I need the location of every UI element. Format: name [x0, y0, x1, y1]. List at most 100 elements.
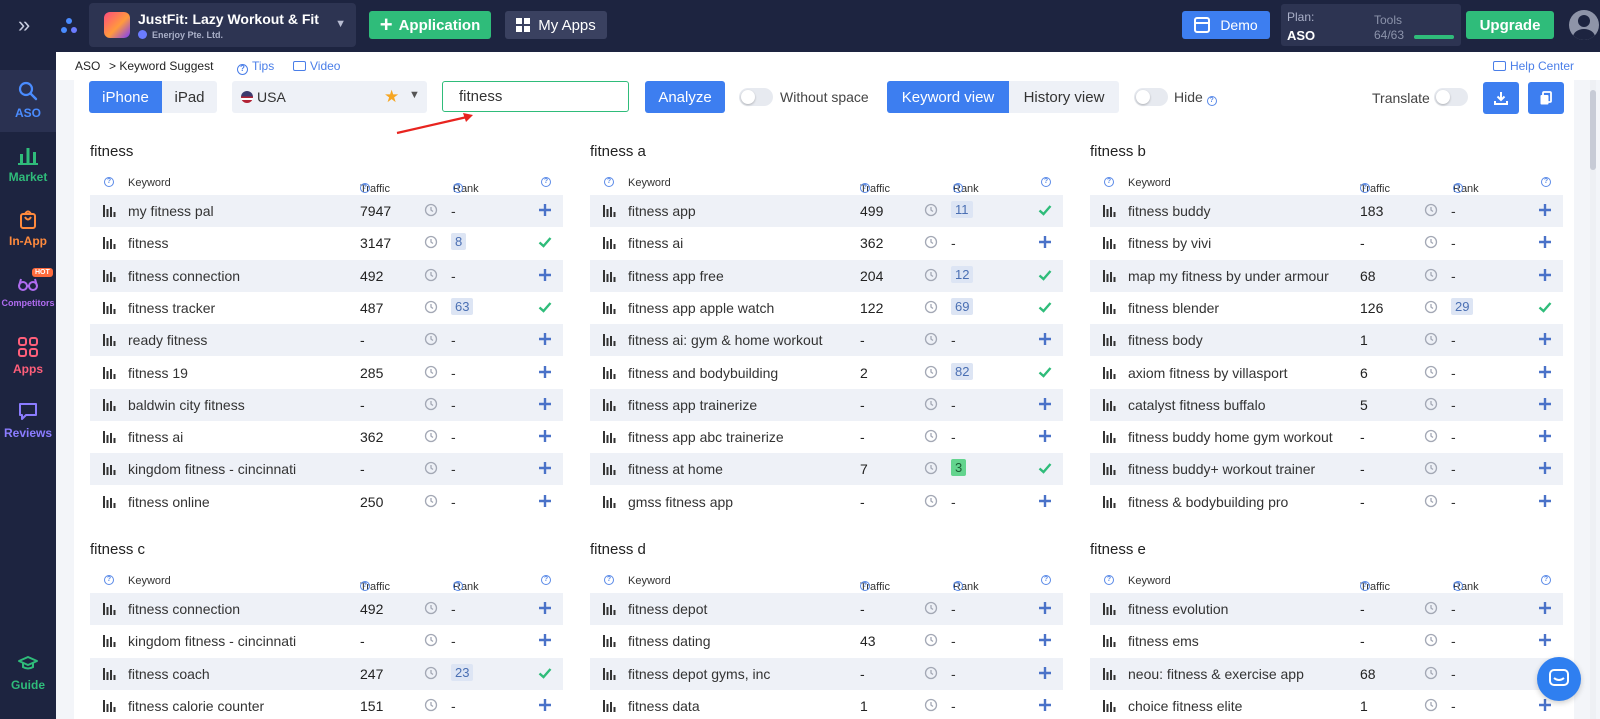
keyword-name[interactable]: fitness evolution [1128, 601, 1229, 617]
keyword-name[interactable]: fitness coach [128, 665, 210, 682]
history-clock-icon[interactable] [924, 666, 938, 680]
history-clock-icon[interactable] [424, 235, 438, 249]
add-keyword-icon[interactable] [1538, 601, 1552, 615]
added-check-icon[interactable] [1038, 268, 1052, 282]
keyword-name[interactable]: fitness by vivi [1128, 235, 1212, 252]
keyword-name[interactable]: kingdom fitness - cincinnati [128, 633, 297, 650]
demo-button[interactable]: Demo [1182, 11, 1270, 39]
history-clock-icon[interactable] [424, 203, 438, 217]
add-keyword-icon[interactable] [1538, 633, 1552, 647]
keyword-name[interactable]: kingdom fitness - cincinnati [128, 461, 297, 478]
bar-chart-icon[interactable] [103, 205, 116, 217]
keyword-name[interactable]: fitness 19 [128, 364, 188, 381]
history-clock-icon[interactable] [924, 365, 938, 379]
history-clock-icon[interactable] [1424, 633, 1438, 647]
keyword-name[interactable]: fitness tracker [128, 299, 216, 316]
scrollbar-track[interactable] [1590, 80, 1596, 719]
bar-chart-icon[interactable] [103, 635, 116, 648]
add-application-button[interactable]: + Application [369, 11, 491, 39]
keyword-name[interactable]: fitness app abc trainerize [628, 429, 784, 446]
bar-chart-icon[interactable] [603, 463, 616, 476]
keyword-name[interactable]: fitness body [1128, 332, 1203, 349]
add-keyword-icon[interactable] [1538, 203, 1552, 217]
device-iphone-tab[interactable]: iPhone [89, 81, 162, 113]
keyword-name[interactable]: fitness depot gyms, inc [628, 665, 771, 682]
history-clock-icon[interactable] [424, 494, 438, 508]
added-check-icon[interactable] [538, 666, 552, 680]
keyword-name[interactable]: my fitness pal [128, 203, 214, 219]
keyword-name[interactable]: map my fitness by under armour [1128, 267, 1329, 284]
add-keyword-icon[interactable] [1538, 397, 1552, 411]
keyword-name[interactable]: fitness app apple watch [628, 299, 775, 316]
history-view-tab[interactable]: History view [1009, 81, 1119, 113]
keyword-name[interactable]: fitness data [628, 697, 700, 714]
bar-chart-icon[interactable] [103, 431, 116, 444]
history-clock-icon[interactable] [424, 633, 438, 647]
keyword-name[interactable]: fitness & bodybuilding pro [1128, 493, 1289, 510]
keyword-name[interactable]: fitness buddy [1128, 203, 1211, 219]
bar-chart-icon[interactable] [1103, 205, 1116, 217]
history-clock-icon[interactable] [924, 494, 938, 508]
add-keyword-icon[interactable] [1038, 397, 1052, 411]
upgrade-button[interactable]: Upgrade [1466, 11, 1554, 39]
star-icon[interactable]: ★ [384, 87, 400, 106]
add-keyword-icon[interactable] [1538, 365, 1552, 379]
bar-chart-icon[interactable] [103, 301, 116, 314]
bar-chart-icon[interactable] [603, 366, 616, 379]
bar-chart-icon[interactable] [603, 334, 616, 347]
keyword-name[interactable]: fitness online [128, 493, 210, 510]
history-clock-icon[interactable] [924, 235, 938, 249]
history-clock-icon[interactable] [1424, 300, 1438, 314]
history-clock-icon[interactable] [924, 461, 938, 475]
add-keyword-icon[interactable] [1038, 494, 1052, 508]
keyword-name[interactable]: fitness ai [128, 429, 184, 446]
add-keyword-icon[interactable] [538, 601, 552, 615]
add-keyword-icon[interactable] [538, 633, 552, 647]
sidebar-item-reviews[interactable]: Reviews [0, 390, 56, 452]
history-clock-icon[interactable] [1424, 429, 1438, 443]
add-keyword-icon[interactable] [1538, 268, 1552, 282]
keyword-name[interactable]: fitness at home [628, 461, 723, 478]
bar-chart-icon[interactable] [103, 269, 116, 282]
bar-chart-icon[interactable] [1103, 366, 1116, 379]
history-clock-icon[interactable] [424, 429, 438, 443]
bar-chart-icon[interactable] [603, 667, 616, 680]
history-clock-icon[interactable] [924, 397, 938, 411]
bar-chart-icon[interactable] [603, 398, 616, 411]
bar-chart-icon[interactable] [603, 603, 616, 615]
bar-chart-icon[interactable] [1103, 237, 1116, 250]
add-keyword-icon[interactable] [1038, 633, 1052, 647]
add-keyword-icon[interactable] [1038, 429, 1052, 443]
support-chat-button[interactable] [1537, 657, 1581, 701]
history-clock-icon[interactable] [424, 698, 438, 712]
history-clock-icon[interactable] [1424, 397, 1438, 411]
keyword-name[interactable]: fitness dating [628, 633, 711, 650]
add-keyword-icon[interactable] [538, 698, 552, 712]
translate-toggle[interactable] [1434, 88, 1468, 106]
analyze-button[interactable]: Analyze [645, 81, 725, 113]
add-keyword-icon[interactable] [538, 397, 552, 411]
history-clock-icon[interactable] [1424, 698, 1438, 712]
keyword-name[interactable]: fitness buddy home gym workout [1128, 429, 1333, 446]
history-clock-icon[interactable] [1424, 666, 1438, 680]
add-keyword-icon[interactable] [538, 332, 552, 346]
added-check-icon[interactable] [1038, 203, 1052, 217]
bar-chart-icon[interactable] [603, 301, 616, 314]
add-keyword-icon[interactable] [1538, 429, 1552, 443]
keyword-name[interactable]: fitness and bodybuilding [628, 364, 779, 381]
bar-chart-icon[interactable] [1103, 667, 1116, 680]
history-clock-icon[interactable] [1424, 601, 1438, 615]
keyword-name[interactable]: fitness connection [128, 601, 241, 617]
bar-chart-icon[interactable] [103, 495, 116, 508]
added-check-icon[interactable] [1538, 300, 1552, 314]
bar-chart-icon[interactable] [603, 699, 616, 712]
add-keyword-icon[interactable] [538, 494, 552, 508]
sidebar-item-guide[interactable]: Guide [0, 642, 56, 704]
keyword-name[interactable]: catalyst fitness buffalo [1128, 396, 1266, 413]
history-clock-icon[interactable] [1424, 203, 1438, 217]
history-clock-icon[interactable] [924, 300, 938, 314]
sidebar-item-aso[interactable]: ASO [0, 70, 56, 132]
keyword-view-tab[interactable]: Keyword view [887, 81, 1009, 113]
expand-sidebar-icon[interactable]: » [18, 12, 31, 37]
copy-button[interactable] [1528, 82, 1564, 114]
